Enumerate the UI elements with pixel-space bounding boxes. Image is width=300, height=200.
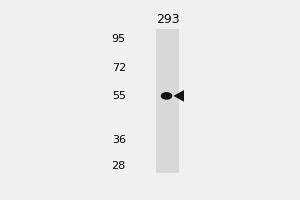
Circle shape xyxy=(161,92,172,100)
Text: 72: 72 xyxy=(112,63,126,73)
Polygon shape xyxy=(173,90,184,102)
Text: 95: 95 xyxy=(112,34,126,44)
Text: 293: 293 xyxy=(156,13,179,26)
Bar xyxy=(156,29,179,173)
Text: 55: 55 xyxy=(112,91,126,101)
Text: 28: 28 xyxy=(112,161,126,171)
Text: 36: 36 xyxy=(112,135,126,145)
